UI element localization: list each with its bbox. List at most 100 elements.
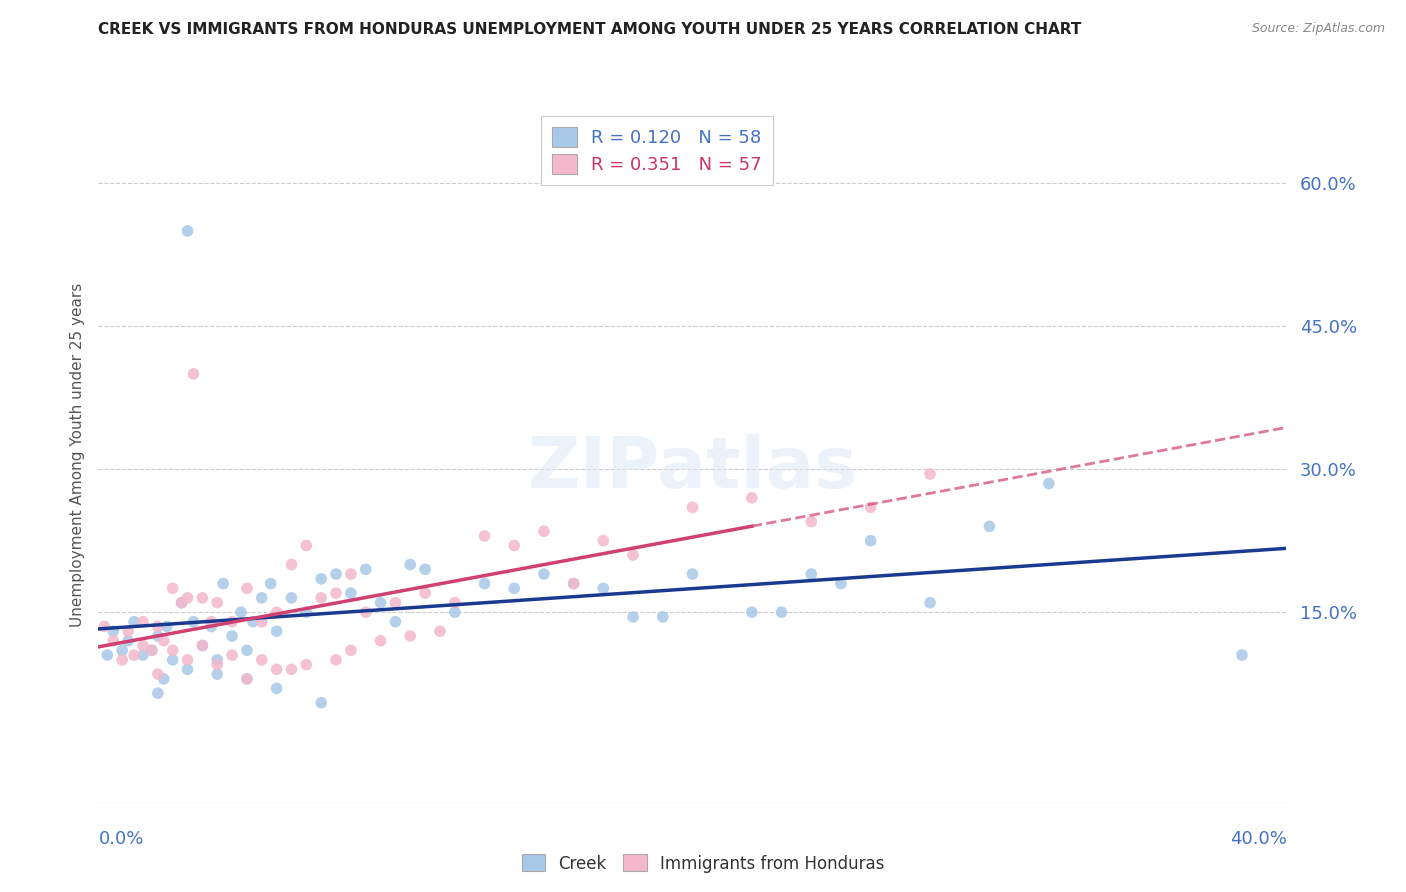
Point — [266, 662, 288, 676]
Point — [280, 558, 302, 572]
Point — [146, 667, 169, 681]
Legend: R = 0.120   N = 58, R = 0.351   N = 57: R = 0.120 N = 58, R = 0.351 N = 57 — [541, 116, 773, 185]
Point — [859, 533, 882, 548]
Point — [309, 572, 332, 586]
Point — [250, 615, 273, 629]
Point — [266, 681, 288, 696]
Point — [280, 662, 302, 676]
Point — [242, 615, 264, 629]
Point — [260, 576, 283, 591]
Point — [1038, 476, 1060, 491]
Point — [370, 596, 392, 610]
Point — [132, 648, 155, 662]
Point — [562, 576, 585, 591]
Point — [236, 672, 259, 686]
Point — [399, 558, 422, 572]
Point — [200, 615, 222, 629]
Point — [162, 582, 184, 596]
Point — [93, 619, 115, 633]
Point — [156, 619, 179, 633]
Point — [741, 605, 763, 619]
Point — [682, 500, 704, 515]
Point — [117, 633, 139, 648]
Point — [800, 567, 823, 582]
Point — [132, 615, 155, 629]
Point — [152, 672, 174, 686]
Legend: Creek, Immigrants from Honduras: Creek, Immigrants from Honduras — [515, 847, 891, 880]
Point — [191, 639, 214, 653]
Point — [533, 567, 555, 582]
Point — [212, 576, 235, 591]
Point — [111, 653, 134, 667]
Point — [429, 624, 451, 639]
Point — [354, 562, 377, 576]
Point — [340, 586, 363, 600]
Point — [250, 653, 273, 667]
Point — [162, 643, 184, 657]
Point — [96, 648, 118, 662]
Point — [325, 586, 347, 600]
Point — [413, 586, 436, 600]
Point — [207, 596, 229, 610]
Point — [592, 533, 614, 548]
Point — [413, 562, 436, 576]
Point — [250, 591, 273, 605]
Text: Source: ZipAtlas.com: Source: ZipAtlas.com — [1251, 22, 1385, 36]
Point — [1230, 648, 1253, 662]
Point — [384, 596, 406, 610]
Point — [295, 539, 318, 553]
Point — [266, 605, 288, 619]
Point — [183, 367, 205, 381]
Point — [207, 653, 229, 667]
Point — [266, 624, 288, 639]
Point — [141, 643, 163, 657]
Point — [533, 524, 555, 538]
Point — [474, 576, 496, 591]
Point — [152, 633, 174, 648]
Point — [132, 639, 155, 653]
Point — [562, 576, 585, 591]
Text: 40.0%: 40.0% — [1230, 830, 1286, 847]
Point — [503, 539, 526, 553]
Point — [384, 615, 406, 629]
Point — [146, 629, 169, 643]
Point — [325, 567, 347, 582]
Point — [592, 582, 614, 596]
Point — [207, 667, 229, 681]
Point — [474, 529, 496, 543]
Point — [191, 591, 214, 605]
Point — [170, 596, 193, 610]
Point — [682, 567, 704, 582]
Point — [146, 619, 169, 633]
Point — [800, 515, 823, 529]
Point — [830, 576, 852, 591]
Point — [122, 615, 145, 629]
Point — [221, 648, 243, 662]
Point — [979, 519, 1001, 533]
Point — [176, 591, 198, 605]
Point — [295, 657, 318, 672]
Point — [141, 643, 163, 657]
Point — [207, 657, 229, 672]
Point — [236, 582, 259, 596]
Point — [229, 605, 252, 619]
Point — [621, 610, 644, 624]
Point — [309, 696, 332, 710]
Point — [146, 686, 169, 700]
Point — [236, 643, 259, 657]
Point — [170, 596, 193, 610]
Point — [503, 582, 526, 596]
Point — [444, 596, 467, 610]
Point — [280, 591, 302, 605]
Point — [176, 224, 198, 238]
Point — [103, 624, 125, 639]
Point — [221, 615, 243, 629]
Point — [920, 467, 942, 481]
Point — [399, 629, 422, 643]
Point — [117, 624, 139, 639]
Point — [295, 605, 318, 619]
Point — [920, 596, 942, 610]
Point — [191, 639, 214, 653]
Point — [741, 491, 763, 505]
Point — [370, 633, 392, 648]
